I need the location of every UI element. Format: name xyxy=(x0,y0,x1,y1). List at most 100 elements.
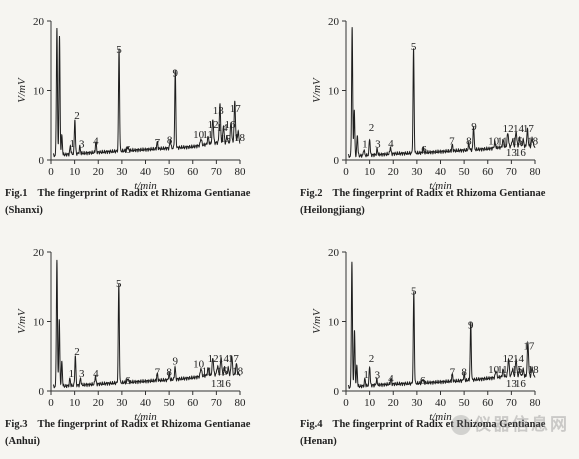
peak-label: 12 xyxy=(503,123,514,135)
peak-label: 6 xyxy=(421,144,427,156)
peak-label: 16 xyxy=(225,119,237,131)
peak-label: 8 xyxy=(466,136,472,148)
peak-label: 2 xyxy=(74,346,80,358)
peak-label: 13 xyxy=(211,378,223,390)
y-tick-label: 0 xyxy=(39,155,45,167)
peak-label: 7 xyxy=(155,137,161,149)
peak-label: 2 xyxy=(369,353,375,365)
peak-label: 11 xyxy=(497,364,508,376)
peak-label: 15 xyxy=(220,133,232,145)
x-axis-label: t/min xyxy=(134,411,157,423)
x-tick-label: 80 xyxy=(235,397,247,409)
peak-label: 9 xyxy=(173,68,179,80)
figure-caption-text: The fingerprint of Radix et Rhizoma Gent… xyxy=(300,188,546,216)
x-tick-label: 20 xyxy=(388,397,400,409)
peak-label: 17 xyxy=(230,103,242,115)
figure-caption-2: Fig.2 The fingerprint of Radix et Rhizoma… xyxy=(300,185,572,219)
peak-label: 11 xyxy=(202,365,213,377)
figure-caption-text: The fingerprint of Radix et Rhizoma Gent… xyxy=(300,419,546,447)
peak-label: 17 xyxy=(228,353,240,365)
x-tick-label: 10 xyxy=(69,166,81,178)
peak-label: 9 xyxy=(468,319,474,331)
x-tick-label: 10 xyxy=(364,166,376,178)
figure-label: Fig.3 xyxy=(5,419,28,430)
y-axis-label: V/mV xyxy=(311,308,323,334)
peak-label: 1 xyxy=(70,138,76,150)
x-tick-label: 40 xyxy=(435,166,447,178)
peak-label: 6 xyxy=(420,375,426,387)
peak-label: 15 xyxy=(512,364,524,376)
x-tick-label: 60 xyxy=(482,166,494,178)
watermark-text: 仪器信息网 xyxy=(474,415,569,435)
y-tick-label: 0 xyxy=(334,155,340,167)
y-tick-label: 20 xyxy=(33,16,45,28)
peak-label: 6 xyxy=(125,144,131,156)
peak-label: 14 xyxy=(513,123,525,135)
figure-label: Fig.2 xyxy=(300,188,323,199)
y-tick-label: 20 xyxy=(33,247,45,259)
x-tick-label: 20 xyxy=(93,397,105,409)
x-axis-label: t/min xyxy=(134,180,157,192)
x-tick-label: 0 xyxy=(343,397,349,409)
watermark: 仪器信息网 xyxy=(451,410,569,435)
peak-label: 18 xyxy=(232,365,244,377)
peak-label: 11 xyxy=(202,129,213,141)
x-tick-label: 70 xyxy=(506,397,518,409)
peak-label: 14 xyxy=(218,353,230,365)
chromatogram-panel-4: 0 10 20 0 10 20 30 40 50 60 70 80 V/mV t/min 1 2 3 4 5 6 7 8 9… xyxy=(300,236,579,459)
peak-label: 7 xyxy=(155,367,161,379)
y-tick-label: 20 xyxy=(328,247,340,259)
peak-label: 3 xyxy=(375,369,381,381)
peak-label: 5 xyxy=(411,285,417,297)
x-tick-label: 30 xyxy=(411,397,423,409)
chromatogram-trace xyxy=(52,259,241,389)
x-tick-label: 70 xyxy=(211,166,223,178)
peak-label: 17 xyxy=(523,340,535,352)
x-tick-label: 50 xyxy=(164,166,176,178)
figure-caption-text: The fingerprint of Radix et Rhizoma Gent… xyxy=(5,419,251,447)
peak-label: 2 xyxy=(369,122,375,134)
figure-caption-text: The fingerprint of Radix et Rhizoma Gent… xyxy=(5,188,251,216)
figure-caption-3: Fig.3 The fingerprint of Radix et Rhizoma… xyxy=(5,416,277,450)
x-tick-label: 0 xyxy=(343,166,349,178)
x-tick-label: 0 xyxy=(48,166,54,178)
watermark-logo-icon xyxy=(451,415,471,435)
x-tick-label: 30 xyxy=(116,166,128,178)
peak-label: 10 xyxy=(193,129,205,141)
y-tick-label: 10 xyxy=(328,317,340,329)
y-axis-label: V/mV xyxy=(311,77,323,103)
peak-label: 17 xyxy=(523,123,535,135)
peak-label: 6 xyxy=(125,375,131,387)
figure-caption-4: Fig.4 The fingerprint of Radix et Rhizoma… xyxy=(300,416,572,450)
x-tick-label: 70 xyxy=(506,166,518,178)
x-tick-label: 30 xyxy=(116,397,128,409)
peak-label: 15 xyxy=(512,136,524,148)
peak-label: 9 xyxy=(173,356,179,368)
peak-label: 12 xyxy=(208,353,219,365)
x-tick-label: 20 xyxy=(93,166,105,178)
x-tick-label: 40 xyxy=(435,397,447,409)
peak-label: 7 xyxy=(450,367,456,379)
peak-label: 18 xyxy=(528,364,540,376)
y-tick-label: 10 xyxy=(33,86,45,98)
chromatogram-panel-3: 0 10 20 0 10 20 30 40 50 60 70 80 V/mV t/min 1 2 3 4 5 6 7 8 9… xyxy=(5,236,285,459)
x-tick-label: 40 xyxy=(140,397,152,409)
peak-label: 8 xyxy=(166,367,172,379)
x-tick-label: 50 xyxy=(459,166,471,178)
figure-label: Fig.4 xyxy=(300,419,323,430)
peak-label: 8 xyxy=(461,367,467,379)
y-tick-label: 20 xyxy=(328,16,340,28)
x-tick-label: 80 xyxy=(530,397,542,409)
peak-label: 3 xyxy=(79,138,85,150)
x-tick-label: 10 xyxy=(364,397,376,409)
chromatogram-trace xyxy=(52,28,241,158)
x-tick-label: 70 xyxy=(211,397,223,409)
y-tick-label: 10 xyxy=(328,86,340,98)
peak-label: 14 xyxy=(217,122,229,134)
peak-label: 16 xyxy=(220,378,232,390)
x-tick-label: 20 xyxy=(388,166,400,178)
peak-label: 13 xyxy=(506,378,518,390)
peak-label: 13 xyxy=(506,147,518,159)
